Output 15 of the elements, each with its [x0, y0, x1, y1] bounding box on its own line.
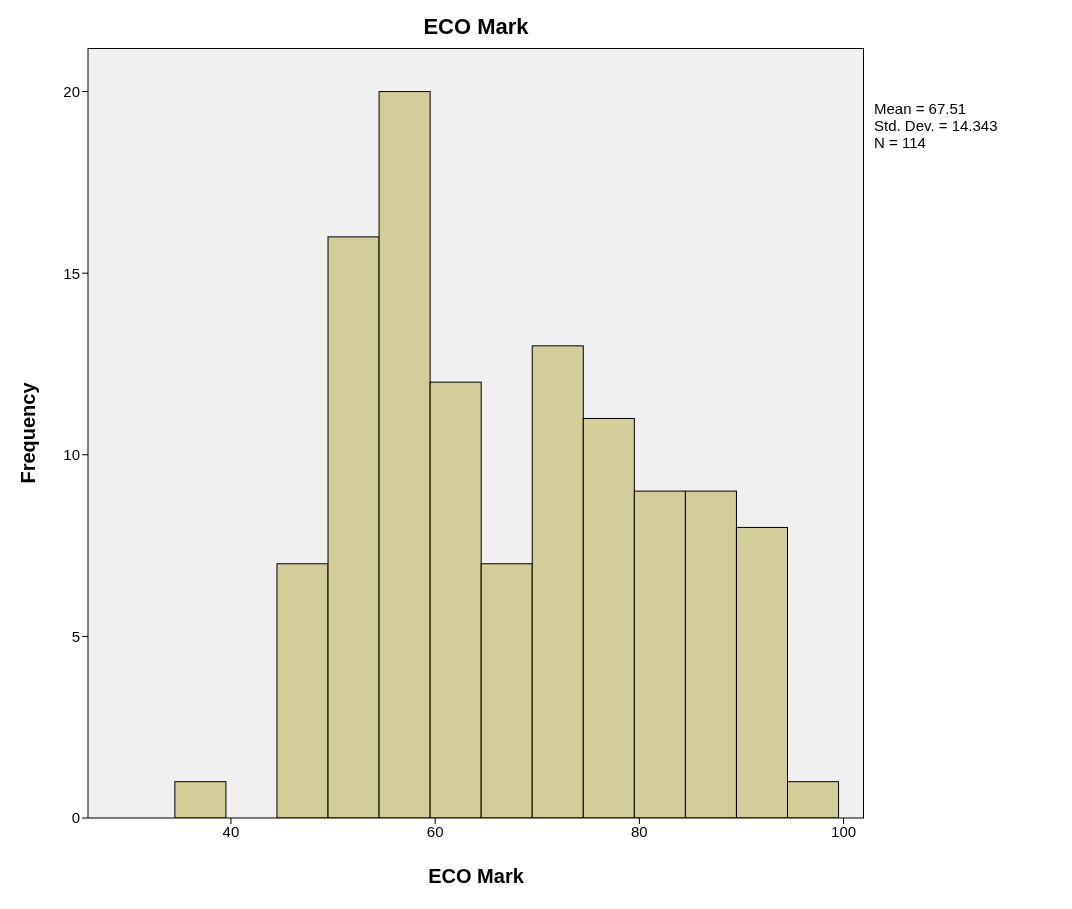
y-tick-label: 5 — [71, 627, 80, 645]
text: N = 114 — [874, 134, 927, 151]
x-tick-label: 60 — [426, 822, 444, 840]
chart-title: ECO Mark — [422, 14, 530, 40]
x-tick-label: 80 — [631, 822, 648, 840]
y-axis-title: Frequency — [17, 381, 40, 484]
y-tick-label: 20 — [63, 82, 80, 100]
y-tick-label: 0 — [71, 809, 80, 827]
text: Mean = 67.51 — [874, 100, 968, 117]
y-tick-label: 10 — [63, 446, 80, 464]
x-tick-label: 100 — [831, 822, 857, 840]
x-tick-label: 40 — [222, 822, 240, 840]
text: Std. Dev. = 14.343 — [874, 117, 998, 134]
y-tick-label: 15 — [63, 264, 80, 282]
x-axis-title: ECO Mark — [428, 865, 525, 887]
